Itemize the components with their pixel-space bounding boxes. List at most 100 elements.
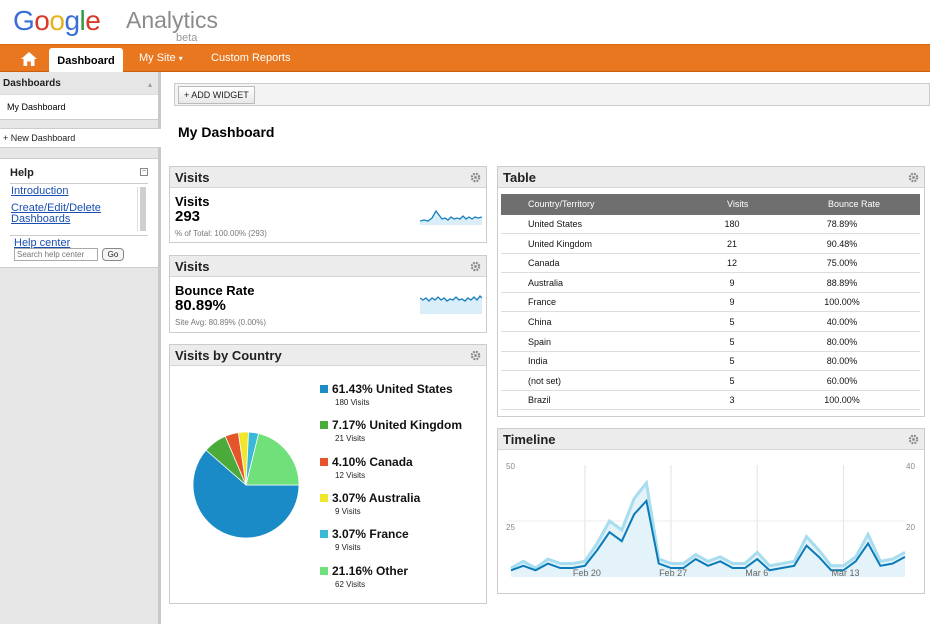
gear-icon[interactable] (470, 350, 481, 361)
table-header-row: Country/Territory Visits Bounce Rate (501, 194, 920, 215)
gear-icon[interactable] (908, 172, 919, 183)
logo-analytics-text: Analytics (126, 7, 219, 33)
tab-my-site[interactable]: My Site ▾ (139, 45, 183, 72)
legend-visits: 9 Visits (335, 506, 361, 516)
table-cell: 100.00% (824, 297, 860, 308)
column-header[interactable]: Bounce Rate (828, 199, 881, 209)
table-cell: 9 (729, 277, 735, 288)
dashboard-toolbar: + ADD WIDGET (174, 83, 930, 106)
table-row: (not set) 5 60.00% (501, 372, 920, 391)
help-collapse-icon[interactable]: − (140, 168, 148, 176)
widget-title: Table (503, 170, 536, 185)
timeline-chart: Feb 20 Feb 27 Mar 6 Mar 13 (508, 465, 908, 578)
table-cell: 60.00% (826, 375, 858, 386)
left-axis-label: 50 (506, 462, 515, 471)
widget-header[interactable]: Visits (170, 256, 486, 277)
home-button[interactable] (12, 45, 46, 72)
pie-slice[interactable] (192, 449, 300, 539)
table-cell: 90.48% (826, 238, 858, 249)
table-cell[interactable]: United Kingdom (528, 238, 593, 249)
logo-letter: G (13, 5, 35, 36)
pie-slice[interactable] (245, 433, 300, 486)
help-title: Help (10, 167, 34, 179)
tab-dashboard[interactable]: Dashboard (49, 48, 123, 73)
table-cell: 21 (726, 238, 737, 249)
table-row: Australia 9 88.89% (501, 274, 920, 293)
legend-swatch (320, 530, 328, 539)
sidebar-item-my-dashboard[interactable]: My Dashboard (7, 102, 66, 112)
table-cell[interactable]: China (528, 317, 552, 327)
table-cell: 180 (724, 219, 740, 229)
table-cell[interactable]: (not set) (528, 375, 562, 386)
table-cell: 5 (729, 375, 735, 386)
table-row: France 9 100.00% (501, 293, 920, 313)
column-header[interactable]: Country/Territory (528, 199, 595, 209)
table-row: United Kingdom 21 90.48% (501, 235, 920, 254)
help-search-input[interactable] (14, 248, 98, 261)
legend-label: 61.43% United States (332, 382, 453, 396)
metric-subtext: % of Total: 100.00% (293) (175, 229, 267, 238)
visits-sparkline (420, 209, 482, 225)
help-scrollbar[interactable] (137, 187, 147, 231)
table-cell[interactable]: United States (528, 219, 583, 229)
table-cell: 12 (726, 258, 737, 269)
divider (10, 235, 148, 236)
legend-visits: 21 Visits (335, 434, 366, 444)
table-row: Spain 5 80.00% (501, 333, 920, 352)
metric-name: Visits (175, 194, 210, 209)
help-link-introduction[interactable]: Introduction (11, 185, 69, 197)
table-cell: 9 (729, 297, 735, 308)
table-cell[interactable]: Canada (528, 258, 560, 269)
sidebar-dashboard-list: My Dashboard (0, 94, 158, 120)
table-cell[interactable]: Spain (528, 336, 552, 347)
widget-header[interactable]: Visits by Country (170, 345, 486, 366)
google-analytics-logo[interactable]: Google Analytics beta (13, 4, 218, 44)
timeline-widget: Timeline 50 25 40 20 Feb 20 Feb 27 Mar 6 Ma… (497, 428, 925, 594)
gear-icon[interactable] (470, 172, 481, 183)
table-cell[interactable]: France (528, 297, 557, 308)
help-search-go-button[interactable]: Go (102, 248, 124, 261)
legend-visits: 9 Visits (335, 543, 361, 553)
widget-header[interactable]: Timeline (498, 429, 924, 450)
collapse-icon[interactable]: ▴ (147, 80, 152, 89)
widget-header[interactable]: Table (498, 167, 924, 188)
table-cell[interactable]: Brazil (528, 395, 551, 406)
table-cell[interactable]: India (528, 356, 548, 367)
widget-header[interactable]: Visits (170, 167, 486, 188)
add-widget-button[interactable]: + ADD WIDGET (178, 86, 255, 104)
gear-icon[interactable] (470, 261, 481, 272)
table-row: India 5 80.00% (501, 352, 920, 372)
logo-letter: l (79, 5, 86, 36)
table-cell: 80.00% (826, 336, 858, 347)
gear-icon[interactable] (908, 434, 919, 445)
table-cell: 5 (729, 356, 735, 367)
widget-title: Timeline (503, 432, 556, 447)
x-axis-label: Mar 13 (831, 568, 859, 578)
metric-value: 293 (175, 208, 201, 225)
bounce-rate-sparkline (420, 295, 482, 314)
table-row: Canada 12 75.00% (501, 254, 920, 274)
visits-by-country-widget: Visits by Country 61.43% United States 18… (169, 344, 487, 604)
series-line-light (510, 479, 906, 570)
scrollbar-thumb[interactable] (140, 187, 146, 231)
right-axis-label: 40 (906, 462, 915, 471)
table-cell: 5 (729, 317, 735, 327)
widget-title: Visits (175, 259, 210, 274)
legend-swatch (320, 421, 328, 430)
legend-swatch (320, 457, 328, 466)
column-header[interactable]: Visits (727, 199, 749, 209)
new-dashboard-link[interactable]: + New Dashboard (0, 128, 161, 148)
metric-subtext: Site Avg: 80.89% (0.00%) (175, 318, 267, 327)
logo-beta-text: beta (176, 32, 198, 44)
table-cell: 100.00% (824, 395, 860, 406)
help-center-link[interactable]: Help center (14, 237, 71, 249)
table-cell: 88.89% (826, 277, 858, 288)
tab-custom-reports[interactable]: Custom Reports (211, 52, 291, 64)
visits-widget: Visits Visits 293 % of Total: 100.00% (2… (169, 166, 487, 243)
help-link-dashboards[interactable]: Dashboards (11, 213, 71, 225)
table-cell: 80.00% (826, 356, 858, 367)
table-cell: 40.00% (826, 317, 858, 327)
help-link-create-edit-delete[interactable]: Create/Edit/Delete (11, 202, 101, 214)
table-cell[interactable]: Australia (528, 277, 564, 288)
legend-visits: 12 Visits (335, 470, 366, 480)
